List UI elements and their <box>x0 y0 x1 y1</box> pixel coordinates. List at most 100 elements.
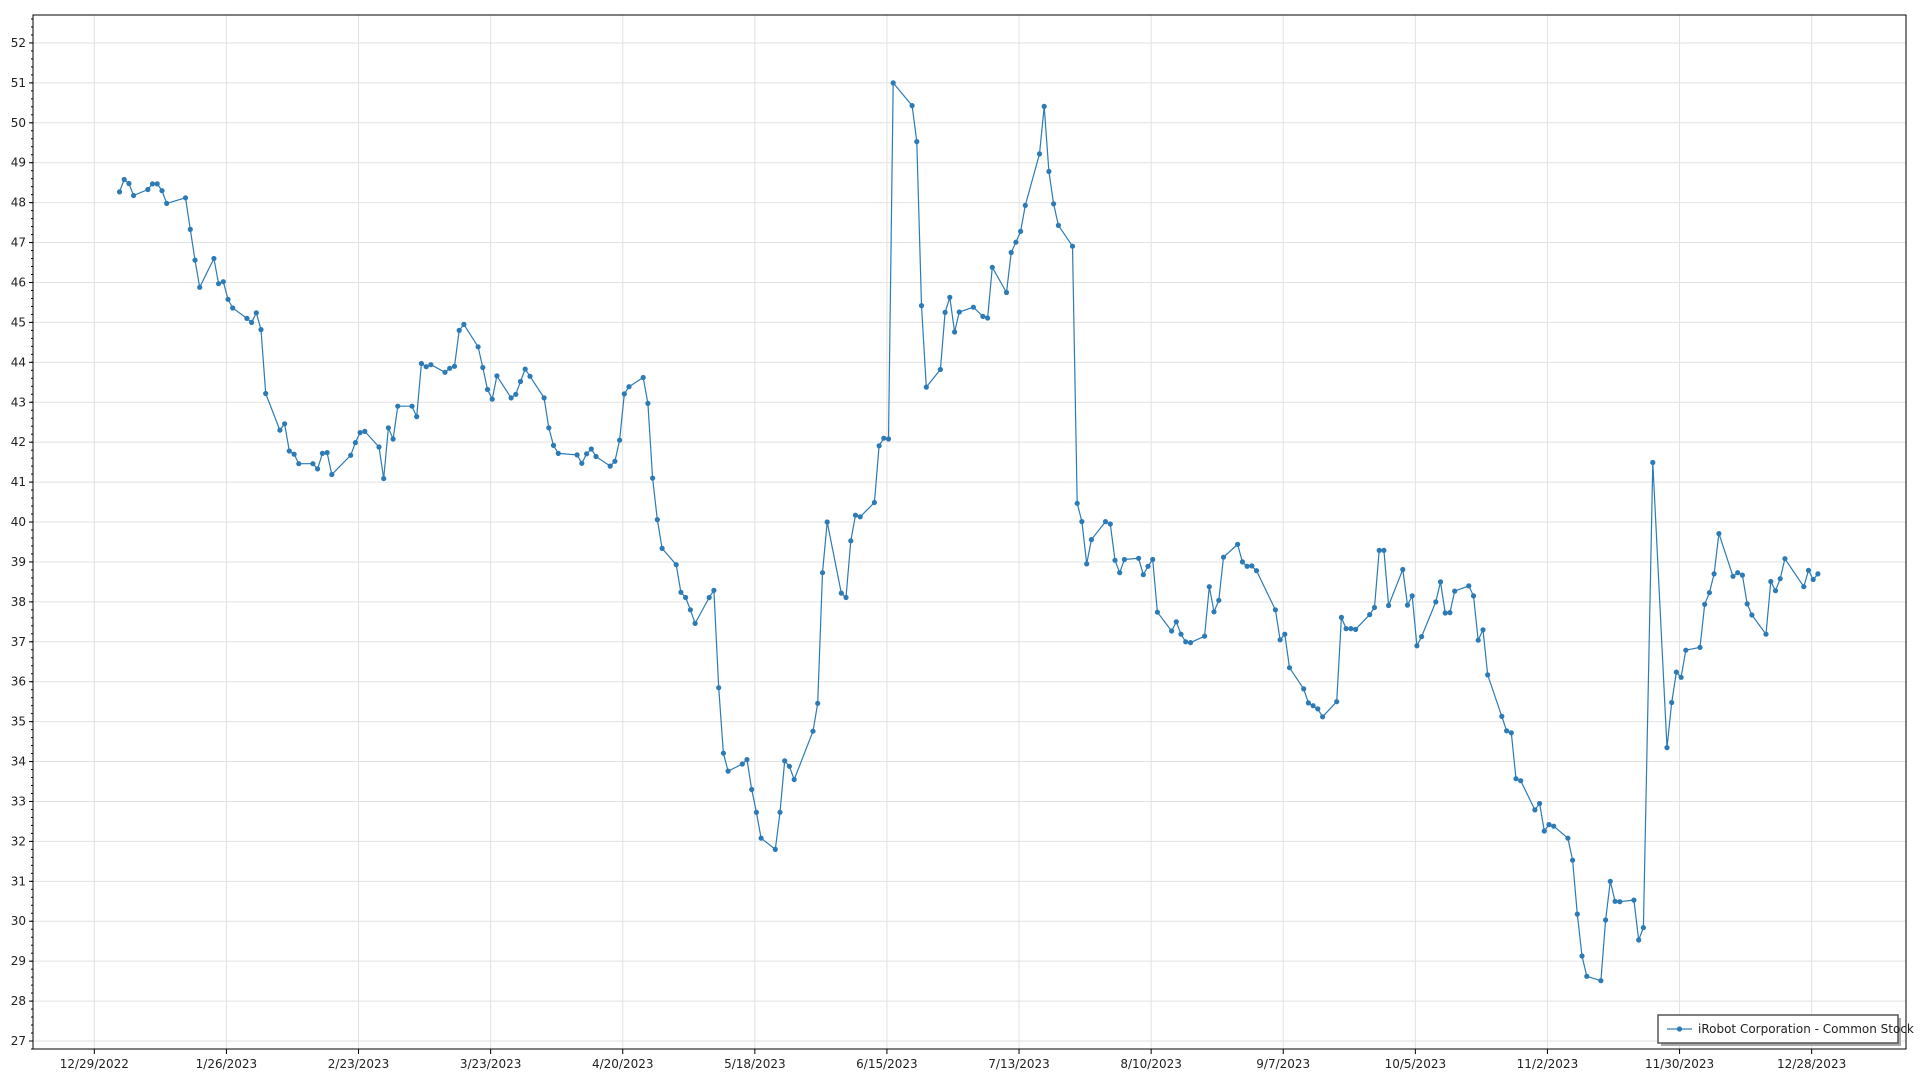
data-point <box>1532 807 1538 813</box>
y-tick-label: 41 <box>11 475 26 489</box>
data-point <box>1353 626 1359 633</box>
data-point <box>149 181 156 187</box>
data-point <box>654 517 660 523</box>
data-point <box>1782 556 1788 562</box>
data-point <box>1452 588 1458 594</box>
data-point <box>480 364 486 371</box>
data-point <box>390 436 396 442</box>
data-point <box>923 384 929 390</box>
data-point <box>914 139 920 145</box>
legend-marker <box>1676 1026 1683 1032</box>
data-point <box>1253 568 1260 574</box>
data-point <box>815 700 821 706</box>
data-point <box>1546 822 1552 828</box>
legend-entry-label: iRobot Corporation - Common Stock <box>1698 1022 1914 1036</box>
data-point <box>1036 151 1043 157</box>
y-tick-label: 31 <box>11 874 26 888</box>
data-point <box>1551 823 1557 829</box>
data-point <box>348 452 354 458</box>
data-point <box>952 329 958 335</box>
data-point <box>253 310 259 316</box>
data-point <box>1499 713 1505 720</box>
data-point <box>843 594 849 601</box>
data-point <box>1664 745 1670 751</box>
y-tick-label: 33 <box>11 794 26 808</box>
data-point <box>673 562 679 568</box>
data-point <box>1810 576 1816 583</box>
data-point <box>1334 699 1340 705</box>
data-point <box>1150 556 1156 563</box>
data-point <box>1301 686 1307 692</box>
data-point <box>522 366 528 372</box>
data-point <box>1735 570 1741 576</box>
data-point <box>612 458 618 464</box>
data-point <box>918 303 925 309</box>
data-point <box>716 685 722 691</box>
data-point <box>1315 706 1321 712</box>
data-point <box>909 103 915 109</box>
data-point <box>1277 637 1283 643</box>
data-point <box>810 728 816 734</box>
data-point <box>824 519 830 525</box>
data-point <box>1386 602 1392 609</box>
data-point <box>1178 631 1184 637</box>
y-tick-label: 47 <box>11 236 26 250</box>
data-point <box>678 589 684 595</box>
data-point <box>985 315 991 321</box>
y-tick-label: 48 <box>11 196 26 210</box>
data-point <box>220 279 226 285</box>
data-point <box>772 846 778 853</box>
data-point <box>395 403 401 409</box>
x-tick-label: 4/20/2023 <box>592 1057 654 1071</box>
data-point <box>362 428 368 434</box>
data-point <box>230 305 236 311</box>
data-point <box>1018 228 1024 234</box>
data-point <box>1612 898 1618 904</box>
x-tick-label: 10/5/2023 <box>1385 1057 1447 1071</box>
data-point <box>1466 583 1472 589</box>
data-point <box>626 384 632 390</box>
data-point <box>1815 571 1821 577</box>
data-point <box>1022 202 1028 208</box>
data-point <box>989 264 995 270</box>
data-point <box>1154 609 1160 615</box>
y-tick-label: 29 <box>11 954 26 968</box>
data-point <box>1371 604 1378 611</box>
data-point <box>1320 714 1326 720</box>
data-point <box>1282 631 1288 637</box>
data-point <box>357 430 363 436</box>
data-point <box>1400 566 1406 573</box>
data-point <box>1117 570 1123 576</box>
data-point <box>1437 579 1444 585</box>
data-point <box>1169 628 1175 634</box>
data-point <box>1777 576 1783 582</box>
data-point <box>1678 674 1684 680</box>
data-point <box>593 453 599 460</box>
data-point <box>1801 584 1807 590</box>
data-point <box>126 180 132 187</box>
data-point <box>1013 239 1019 245</box>
data-point <box>687 607 694 613</box>
data-point <box>263 390 269 397</box>
series-line <box>118 81 1819 982</box>
data-point <box>1343 626 1349 632</box>
data-point <box>1376 547 1382 554</box>
data-point <box>442 369 448 375</box>
y-tick-label: 46 <box>11 275 26 289</box>
data-point <box>1051 201 1057 207</box>
data-point <box>937 366 944 373</box>
data-point <box>258 327 264 333</box>
data-point <box>1235 541 1241 548</box>
data-point <box>352 440 358 446</box>
y-tick-label: 28 <box>11 994 26 1008</box>
data-point <box>1419 634 1425 640</box>
data-point <box>329 471 335 478</box>
data-point <box>1772 588 1779 594</box>
data-point <box>1541 828 1547 834</box>
data-point <box>1055 222 1061 228</box>
y-tick-label: 51 <box>11 76 26 90</box>
data-point <box>197 284 203 290</box>
data-point <box>1079 519 1085 525</box>
data-point <box>1508 730 1514 736</box>
data-point <box>659 545 665 552</box>
